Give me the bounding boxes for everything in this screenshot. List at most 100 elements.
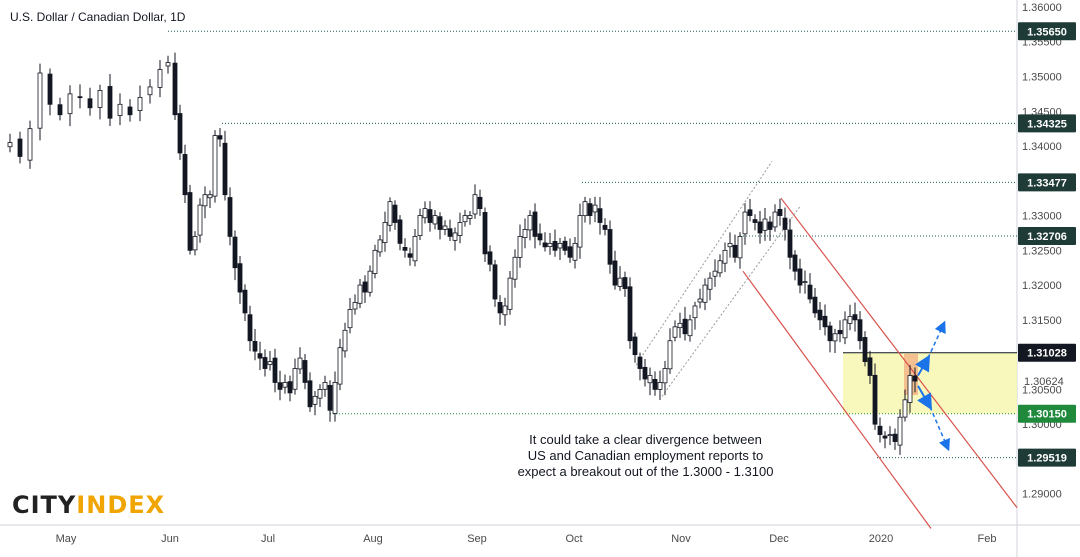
candle-body [742, 211, 748, 235]
candle-body [97, 89, 103, 108]
candle-body [332, 382, 338, 414]
y-tick-label: 1.32000 [1022, 280, 1062, 292]
candle-body [292, 368, 298, 390]
level-price-tag [1018, 114, 1076, 133]
candle-body [762, 218, 768, 231]
candle-body [802, 281, 808, 284]
x-tick-label: Nov [671, 533, 691, 545]
x-tick-label: Feb [978, 533, 997, 545]
level-price-tag [1018, 404, 1076, 423]
candle-body [522, 229, 528, 239]
candle-body [862, 337, 868, 362]
candle-body [877, 425, 883, 436]
plot-area [0, 0, 1017, 525]
candle-body [852, 314, 858, 321]
candle-body [767, 221, 773, 230]
candle-body [602, 224, 608, 230]
candle-body [912, 375, 918, 382]
candle-body [752, 219, 758, 223]
candle-body [857, 319, 863, 342]
candle-body [252, 341, 258, 352]
y-tick-label: 1.36000 [1022, 2, 1062, 14]
candle-body [457, 222, 463, 236]
candle-body [632, 336, 638, 356]
candle-body [497, 302, 503, 314]
y-tick-label: 1.35000 [1022, 71, 1062, 83]
candle-body [567, 246, 573, 258]
candle-body [472, 194, 478, 215]
candle-body [617, 277, 623, 287]
candle-body [772, 211, 778, 228]
candle-body [317, 389, 323, 399]
candle-body [557, 242, 563, 249]
candle-body [227, 197, 233, 237]
candle-body [512, 256, 518, 280]
level-price-tag [1018, 227, 1076, 246]
x-tick-label: Sep [467, 533, 487, 545]
candle-body [487, 251, 493, 265]
candle-body [197, 204, 203, 236]
candle-body [237, 263, 243, 293]
candle-body [712, 270, 718, 277]
candle-body [817, 309, 823, 321]
x-tick-label: May [56, 533, 77, 545]
candle-body [262, 357, 268, 369]
candle-body [832, 333, 838, 342]
candle-body [202, 194, 208, 207]
candle-body [482, 212, 488, 255]
y-tick-label: 1.34000 [1022, 141, 1062, 153]
level-price-label: 1.29519 [1027, 453, 1067, 465]
analysis-annotation: It could take a clear divergence between… [478, 432, 813, 480]
candle-body [432, 215, 438, 225]
chart-title: U.S. Dollar / Canadian Dollar, 1D [10, 10, 186, 24]
candle-body [157, 69, 163, 88]
candle-body [827, 325, 833, 342]
candle-body [492, 264, 498, 300]
candle-body [222, 142, 228, 196]
candle-body [672, 326, 678, 338]
candle-body [702, 284, 708, 303]
candle-body [597, 208, 603, 223]
annotation-line-2: US and Canadian employment reports to [527, 448, 764, 463]
channel-lower-line [742, 270, 932, 529]
y-tick-label: 1.29000 [1022, 489, 1062, 501]
x-tick-label: Oct [565, 533, 582, 545]
candle-body [177, 113, 183, 154]
candle-body [402, 247, 408, 251]
logo-index: INDEX [76, 491, 166, 519]
candle-body [377, 239, 383, 253]
candle-body [452, 232, 458, 241]
projection-down-arrow [929, 406, 950, 452]
x-tick-label: Jul [261, 533, 275, 545]
candle-body [727, 242, 733, 248]
candle-body [707, 277, 713, 290]
candle-body [717, 260, 723, 274]
channel-upper-line [780, 197, 1018, 508]
candle-body [847, 315, 853, 324]
candle-body [892, 433, 898, 442]
candle-body [302, 360, 308, 383]
candle-body [147, 86, 153, 96]
x-tick-label: Aug [363, 533, 383, 545]
candle-body [737, 236, 743, 259]
candle-body [165, 62, 171, 67]
candle-body [392, 204, 398, 223]
candle-body [212, 135, 218, 197]
candle-body [367, 270, 373, 293]
candle-body [887, 434, 893, 437]
candle-body [347, 309, 353, 329]
candle-body [337, 347, 343, 385]
candle-body [657, 382, 663, 390]
candle-body [47, 73, 53, 105]
candle-body [722, 249, 728, 264]
candle-body [477, 196, 483, 210]
candle-body [592, 204, 598, 213]
annotation-line-1: It could take a clear divergence between [529, 432, 762, 447]
logo-city: CITY [12, 491, 77, 519]
candle-body [107, 86, 113, 119]
candle-body [352, 302, 358, 310]
annotation-line-3: expect a breakout out of the 1.3000 - 1.… [517, 464, 774, 479]
y-tick-label: 1.33000 [1022, 211, 1062, 223]
candle-body [217, 135, 223, 140]
candle-body [437, 216, 443, 230]
